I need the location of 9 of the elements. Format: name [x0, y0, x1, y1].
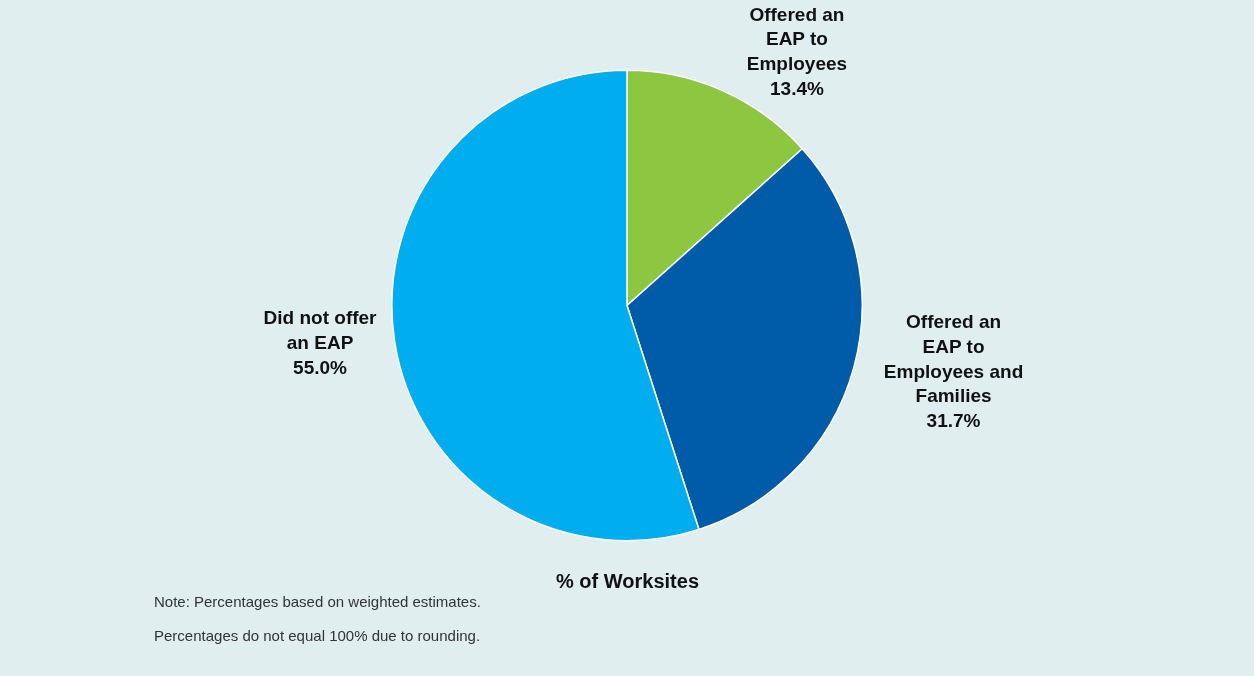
slice-label: Offered an EAP to Employees	[746, 3, 848, 75]
data-label: 31.7%	[926, 410, 981, 432]
slice-label: Did not offer an EAP	[263, 307, 378, 354]
text: % of Worksites	[556, 570, 699, 592]
data-label: 13.4%	[769, 77, 824, 99]
data-label: 55.0%	[293, 356, 348, 378]
text: Percentages do not equal 100% due to rounding.	[154, 627, 481, 644]
text: Note: Percentages based on weighted estimates.	[154, 593, 481, 610]
slice-label: Offered an EAP to Employees and Families	[883, 311, 1024, 407]
